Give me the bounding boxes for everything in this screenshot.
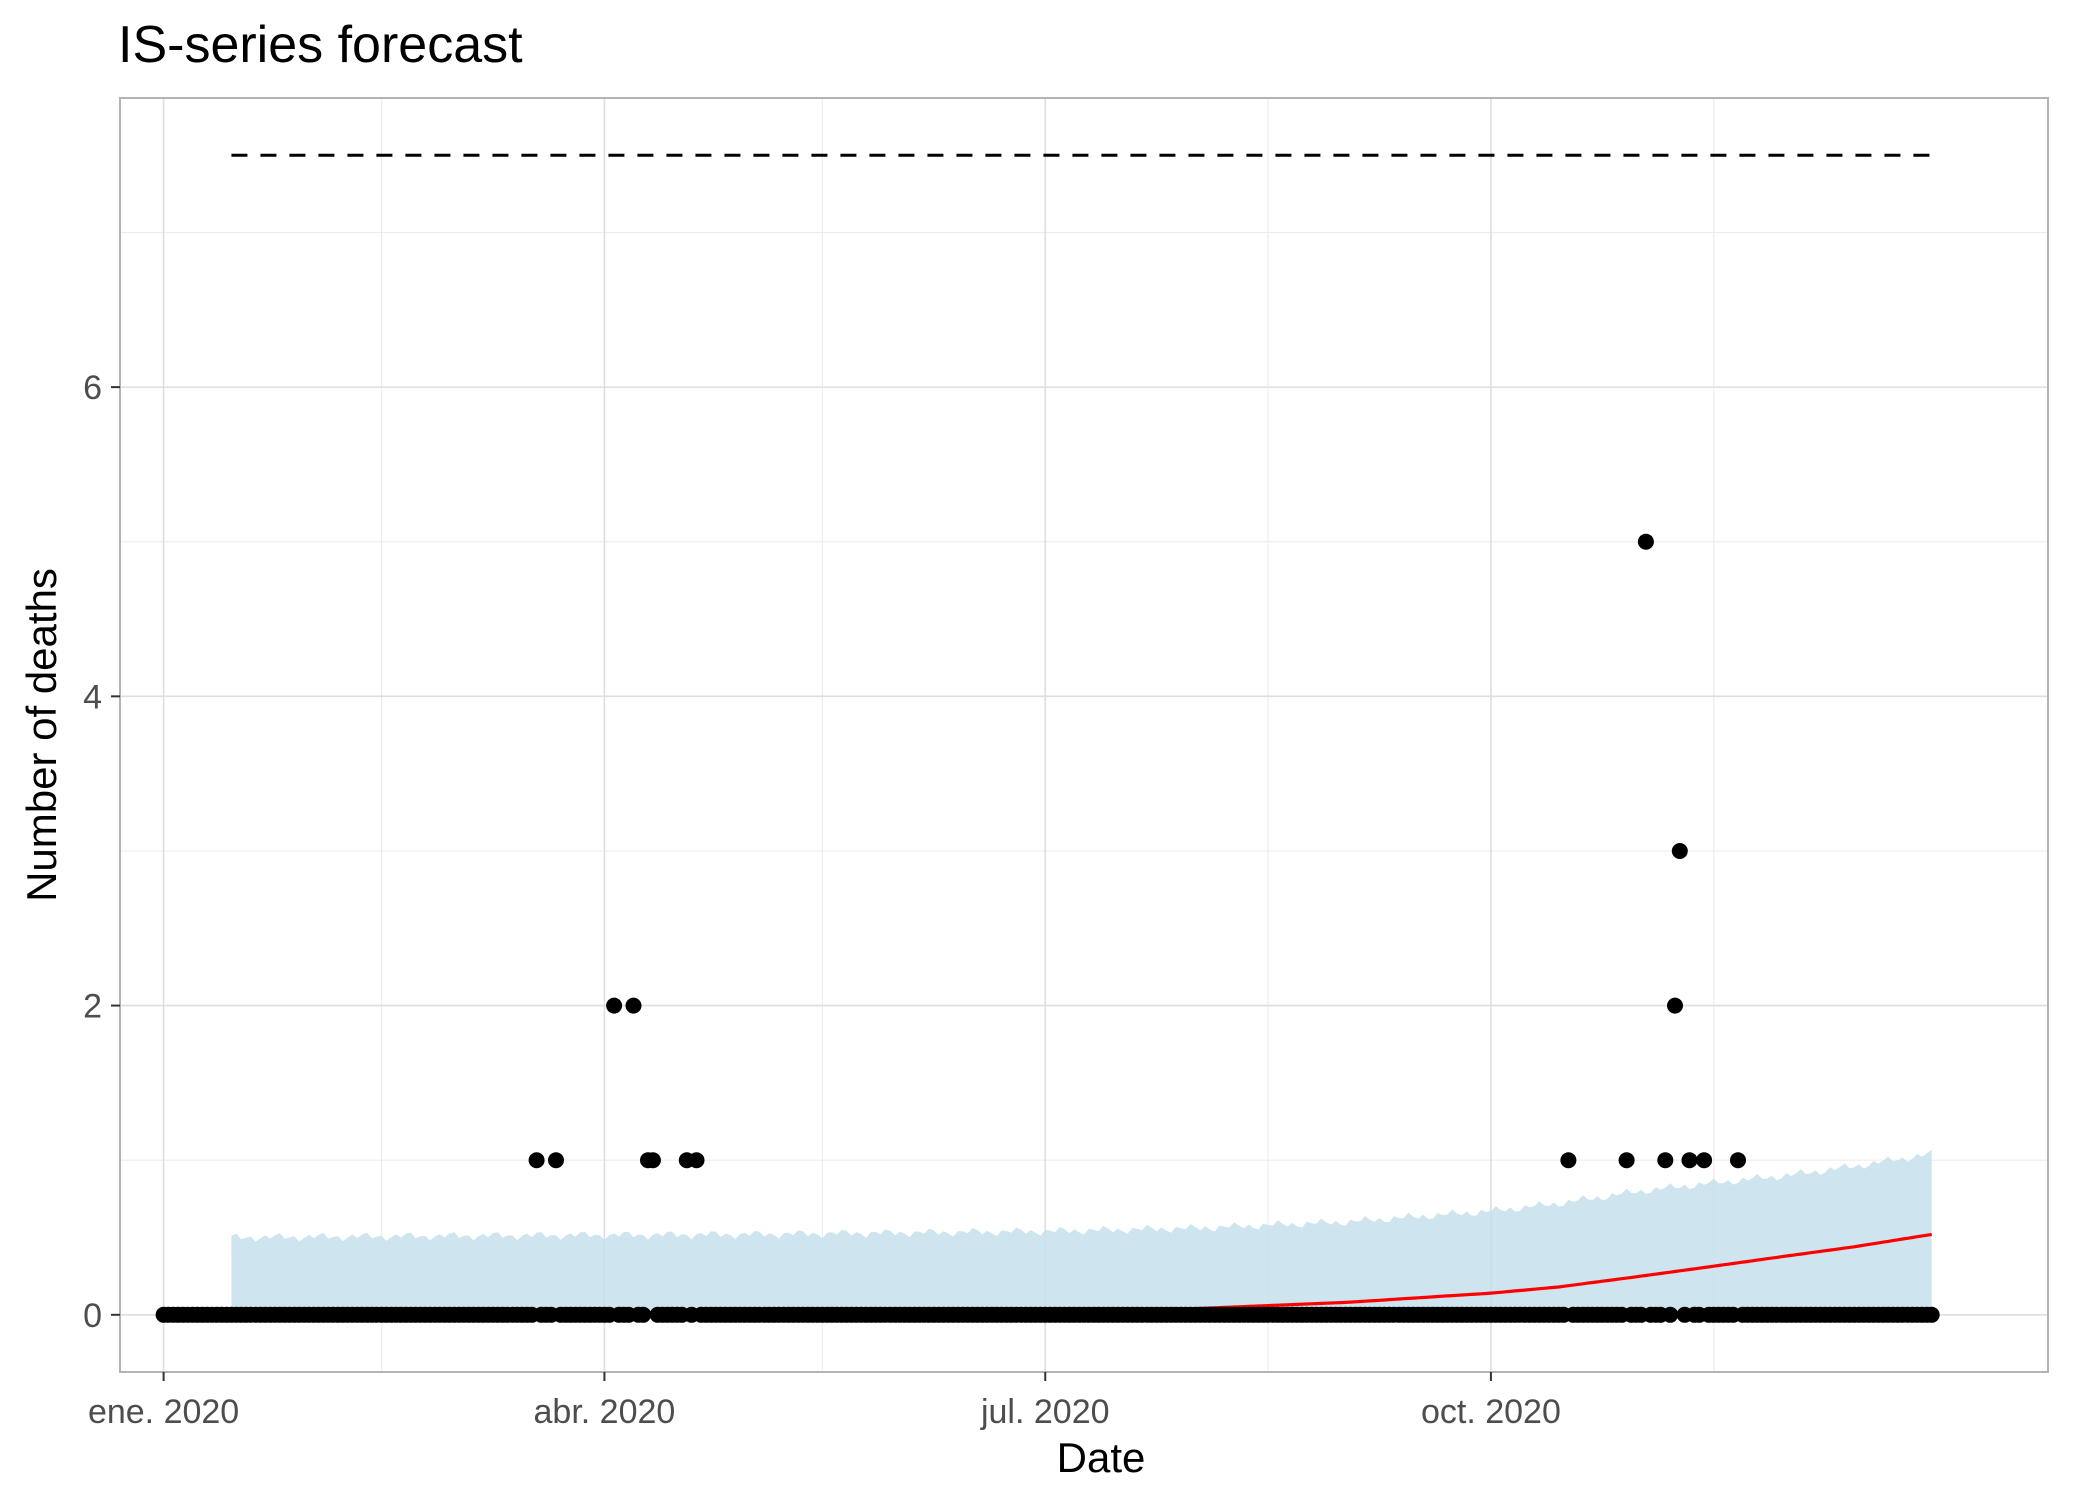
y-tick-label: 2 [83,988,102,1026]
x-axis: ene. 2020 abr. 2020 jul. 2020 oct. 2020 [88,1372,1561,1431]
x-axis-title: Date [1057,1434,1146,1481]
forecast-interval-band [231,1149,1932,1315]
observed-point [688,1152,705,1169]
panel-border [119,97,2049,1373]
observed-point [606,997,623,1014]
observed-point [1662,1306,1679,1323]
major-grid [120,98,2048,1372]
observed-point [625,997,642,1014]
observed-point [1637,533,1654,550]
observed-point [635,1306,652,1323]
chart-title: IS-series forecast [118,16,523,74]
observed-point [528,1152,545,1169]
observed-points [155,533,1940,1323]
y-tick-label: 6 [83,369,102,407]
observed-point [1923,1306,1940,1323]
observed-point [548,1152,564,1169]
observed-point [1657,1152,1674,1169]
observed-point [644,1152,661,1169]
observed-point [1667,997,1683,1014]
minor-grid [120,98,2048,1372]
x-tick-label: jul. 2020 [980,1393,1110,1431]
observed-point [1618,1152,1635,1169]
x-tick-label: abr. 2020 [534,1393,676,1431]
x-tick-label: ene. 2020 [88,1393,239,1431]
observed-point [1681,1152,1698,1169]
observed-point [1560,1152,1577,1169]
y-tick-label: 4 [83,678,102,716]
observed-point [1730,1152,1746,1169]
y-axis: 0 2 4 6 [83,369,120,1335]
x-tick-label: oct. 2020 [1421,1393,1561,1431]
observed-point [1696,1152,1713,1169]
observed-point [1671,843,1688,859]
y-tick-label: 0 [83,1297,102,1335]
y-axis-title: Number of deaths [18,568,65,902]
